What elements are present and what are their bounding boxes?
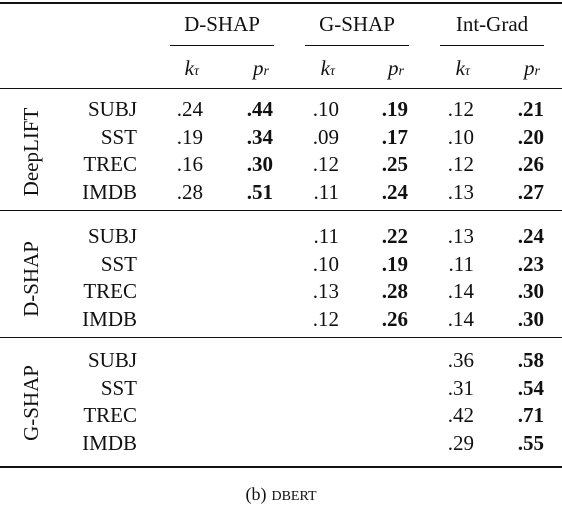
k-value: .12 <box>312 152 339 176</box>
row-label: IMDB <box>82 306 137 331</box>
pr-value: .71 <box>517 403 544 427</box>
row-label: SUBJ <box>87 97 137 121</box>
k-value: .28 <box>176 179 203 204</box>
pr-value: .24 <box>381 179 408 204</box>
rule <box>170 45 274 46</box>
symbol: p <box>524 56 535 80</box>
k-value: .42 <box>447 403 474 427</box>
pr-value: .19 <box>381 251 408 276</box>
row-label: SST <box>100 251 137 276</box>
k-value: .24 <box>176 97 203 121</box>
pr-value: .54 <box>517 375 544 400</box>
rule <box>305 45 409 46</box>
row-label: SUBJ <box>87 224 137 248</box>
k-value: .09 <box>312 124 339 149</box>
row-label: IMDB <box>82 430 137 455</box>
k-value: .14 <box>447 306 474 331</box>
subscript: τ <box>464 64 470 79</box>
k-value: .36 <box>447 348 474 372</box>
subheader: kτ <box>163 56 199 84</box>
pr-value: .22 <box>381 224 408 248</box>
subscript: τ <box>329 64 335 79</box>
k-value: .12 <box>312 306 339 331</box>
pr-value: .30 <box>517 279 544 303</box>
k-value: .10 <box>447 124 474 149</box>
k-value: .13 <box>312 279 339 303</box>
pr-value: .24 <box>517 224 544 248</box>
k-value: .19 <box>176 124 203 149</box>
symbol: k <box>184 56 194 80</box>
k-value: .10 <box>312 97 339 121</box>
subheader: pr <box>233 56 269 84</box>
row-label: TREC <box>83 403 137 427</box>
pr-value: .19 <box>381 97 408 121</box>
rule <box>0 210 562 211</box>
row-label: SST <box>100 124 137 149</box>
k-value: .10 <box>312 251 339 276</box>
row-label: SST <box>100 375 137 400</box>
row-label: SUBJ <box>87 348 137 372</box>
subheader: pr <box>368 56 404 84</box>
caption: (b) DBERT <box>0 482 562 508</box>
pr-value: .26 <box>517 152 544 176</box>
column-group-header: D-SHAP <box>184 12 260 36</box>
symbol: k <box>320 56 330 80</box>
pr-value: .55 <box>517 430 544 455</box>
column-group-header: G-SHAP <box>319 12 395 36</box>
pr-value: .17 <box>381 124 408 149</box>
rule <box>440 45 544 46</box>
symbol: k <box>455 56 465 80</box>
k-value: .11 <box>313 224 339 248</box>
symbol: p <box>388 56 399 80</box>
row-label: IMDB <box>82 179 137 204</box>
pr-value: .28 <box>381 279 408 303</box>
k-value: .16 <box>176 152 203 176</box>
rule <box>0 337 562 338</box>
rule <box>0 2 562 4</box>
pr-value: .30 <box>517 306 544 331</box>
subscript: τ <box>193 64 199 79</box>
caption-label: (b) <box>245 484 267 504</box>
k-value: .13 <box>447 179 474 204</box>
pr-value: .44 <box>246 97 273 121</box>
pr-value: .23 <box>517 251 544 276</box>
pr-value: .27 <box>517 179 544 204</box>
subheader: pr <box>504 56 540 84</box>
k-value: .12 <box>447 152 474 176</box>
caption-model: DBERT <box>271 489 317 504</box>
subscript: r <box>263 64 269 79</box>
pr-value: .21 <box>517 97 544 121</box>
pr-value: .26 <box>381 306 408 331</box>
pr-value: .34 <box>246 124 273 149</box>
k-value: .11 <box>448 251 474 276</box>
symbol: p <box>253 56 264 80</box>
row-label: TREC <box>83 279 137 303</box>
subheader: kτ <box>434 56 470 84</box>
k-value: .14 <box>447 279 474 303</box>
k-value: .13 <box>447 224 474 248</box>
pr-value: .20 <box>517 124 544 149</box>
pr-value: .58 <box>517 348 544 372</box>
rule <box>0 466 562 468</box>
k-value: .11 <box>313 179 339 204</box>
k-value: .29 <box>447 430 474 455</box>
subheader: kτ <box>299 56 335 84</box>
column-group-header: Int-Grad <box>455 12 529 36</box>
rule <box>0 88 562 89</box>
pr-value: .25 <box>381 152 408 176</box>
k-value: .12 <box>447 97 474 121</box>
pr-value: .51 <box>246 179 273 204</box>
subscript: r <box>398 64 404 79</box>
row-label: TREC <box>83 152 137 176</box>
subscript: r <box>534 64 540 79</box>
k-value: .31 <box>447 375 474 400</box>
pr-value: .30 <box>246 152 273 176</box>
